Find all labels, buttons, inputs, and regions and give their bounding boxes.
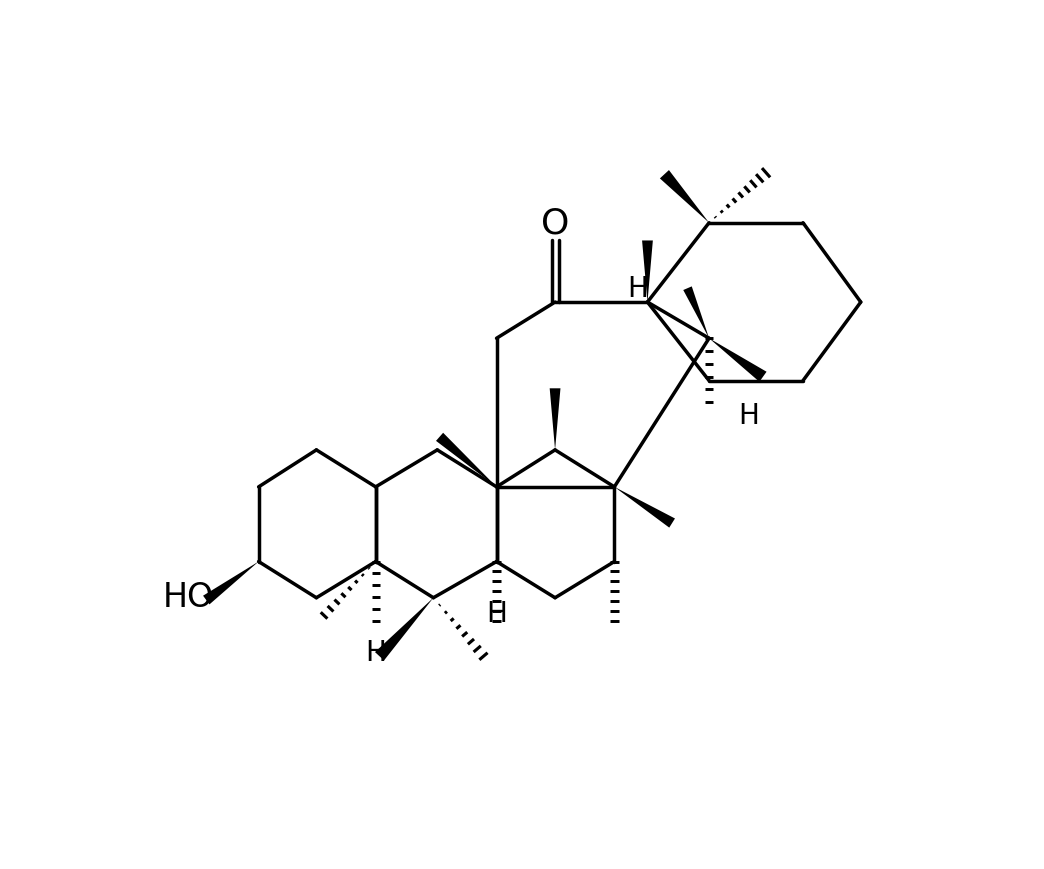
Polygon shape bbox=[683, 287, 709, 339]
Text: H: H bbox=[365, 638, 386, 666]
Polygon shape bbox=[614, 488, 675, 528]
Polygon shape bbox=[204, 562, 259, 605]
Polygon shape bbox=[642, 242, 652, 302]
Polygon shape bbox=[709, 339, 766, 382]
Polygon shape bbox=[550, 388, 561, 450]
Polygon shape bbox=[660, 171, 709, 223]
Text: H: H bbox=[627, 275, 648, 303]
Text: O: O bbox=[541, 207, 569, 241]
Text: HO: HO bbox=[163, 580, 214, 613]
Text: H: H bbox=[487, 600, 507, 627]
Text: H: H bbox=[739, 401, 760, 430]
Polygon shape bbox=[436, 434, 497, 488]
Polygon shape bbox=[375, 598, 433, 660]
